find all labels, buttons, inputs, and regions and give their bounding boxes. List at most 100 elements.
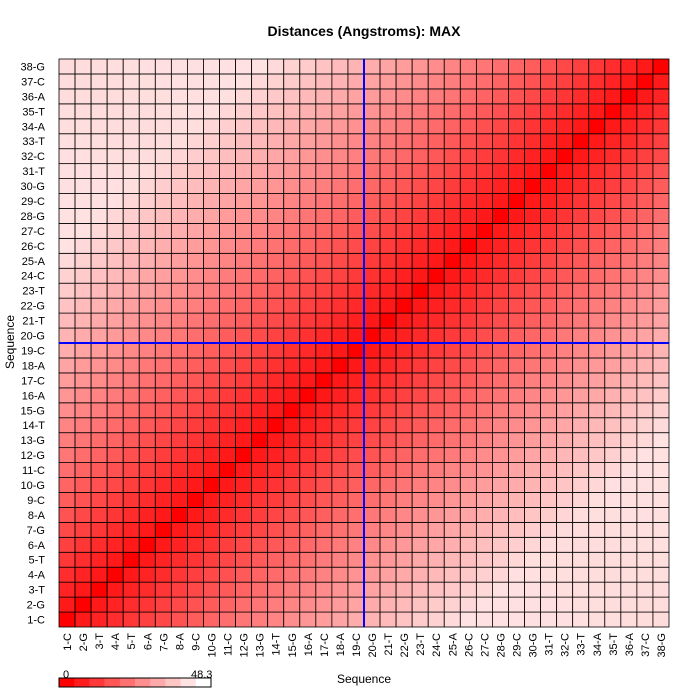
heatmap-cell [251, 581, 269, 598]
heatmap-cell [90, 312, 108, 329]
heatmap-cell [459, 596, 477, 613]
heatmap-cell [170, 566, 188, 583]
heatmap-cell [251, 462, 269, 478]
heatmap-cell [443, 193, 461, 209]
y-tick-label: 13-G [21, 435, 45, 447]
heatmap-cell [459, 551, 477, 568]
heatmap-cell [363, 58, 381, 75]
heatmap-cell [283, 297, 301, 314]
heatmap-cell [138, 521, 156, 538]
heatmap-cell [58, 581, 76, 598]
heatmap-cell [652, 312, 670, 329]
heatmap-cell [90, 581, 108, 598]
heatmap-cell [508, 163, 525, 179]
heatmap-cell [475, 327, 493, 344]
heatmap-cell [492, 492, 509, 508]
heatmap-cell [251, 477, 269, 493]
heatmap-cell [267, 521, 285, 538]
heatmap-cell [347, 536, 365, 553]
heatmap-cell [283, 447, 301, 463]
heatmap-cell [620, 88, 638, 105]
heatmap-cell [315, 611, 333, 628]
heatmap-cell [138, 193, 156, 209]
heatmap-cell [508, 372, 525, 389]
heatmap-cell [138, 252, 156, 269]
heatmap-cell [235, 223, 253, 239]
y-tick-label: 3-T [29, 585, 46, 597]
heatmap-cell [283, 507, 301, 523]
color-legend [58, 677, 212, 688]
heatmap-cell [154, 447, 172, 463]
heatmap-cell [620, 342, 638, 359]
heatmap-cell [138, 551, 156, 568]
heatmap-cell [347, 492, 365, 508]
heatmap-cell [427, 507, 445, 523]
heatmap-cell [299, 133, 317, 150]
heatmap-cell [540, 252, 558, 269]
heatmap-cell [492, 402, 509, 419]
heatmap-cell [251, 88, 269, 105]
heatmap-cell [540, 163, 558, 179]
heatmap-cell [427, 73, 445, 90]
heatmap-cell [58, 417, 76, 434]
heatmap-cell [251, 163, 269, 179]
heatmap-cell [411, 88, 429, 105]
heatmap-cell [524, 462, 541, 478]
heatmap-cell [315, 103, 333, 120]
heatmap-cell [540, 611, 558, 628]
heatmap-cell [524, 163, 541, 179]
heatmap-cell [106, 387, 124, 404]
heatmap-cell [170, 521, 188, 538]
heatmap-cell [524, 372, 541, 389]
heatmap-cell [251, 551, 269, 568]
heatmap-cell [170, 342, 188, 359]
heatmap-cell [524, 357, 541, 374]
heatmap-cell [395, 387, 413, 404]
heatmap-cell [556, 73, 574, 90]
heatmap-cell [443, 492, 461, 508]
heatmap-cell [459, 536, 477, 553]
heatmap-cell [395, 73, 413, 90]
heatmap-cell [90, 387, 108, 404]
heatmap-cell [90, 432, 108, 449]
heatmap-cell [524, 223, 541, 239]
heatmap-cell [58, 267, 76, 284]
heatmap-cell [219, 372, 236, 389]
heatmap-cell [492, 193, 509, 209]
heatmap-cell [74, 178, 92, 194]
heatmap-cell [219, 492, 236, 508]
heatmap-cell [604, 163, 622, 179]
heatmap-cell [363, 208, 381, 224]
heatmap-cell [58, 193, 76, 209]
heatmap-cell [235, 282, 253, 299]
x-tick-label: 25-A [447, 632, 459, 656]
heatmap-cell [299, 551, 317, 568]
heatmap-cell [58, 223, 76, 239]
heatmap-cell [604, 193, 622, 209]
heatmap-cell [395, 462, 413, 478]
heatmap-cell [170, 536, 188, 553]
heatmap-cell [363, 312, 381, 329]
heatmap-cell [475, 507, 493, 523]
heatmap-cell [187, 133, 204, 150]
heatmap-cell [652, 596, 670, 613]
heatmap-cell [652, 193, 670, 209]
heatmap-cell [620, 566, 638, 583]
heatmap-cell [604, 581, 622, 598]
heatmap-cell [572, 88, 590, 105]
heatmap-cell [58, 536, 76, 553]
heatmap-cell [122, 118, 140, 135]
heatmap-cell [203, 267, 220, 284]
heatmap-cell [235, 402, 253, 419]
heatmap-cell [492, 447, 509, 463]
heatmap-cell [556, 432, 574, 449]
heatmap-cell [540, 297, 558, 314]
x-tick-label: 4-A [110, 632, 122, 650]
heatmap-cell [475, 88, 493, 105]
heatmap-cell [267, 103, 285, 120]
heatmap-cell [524, 103, 541, 120]
heatmap-cell [331, 267, 349, 284]
heatmap-cell [347, 507, 365, 523]
heatmap-cell [106, 267, 124, 284]
heatmap-cell [636, 88, 654, 105]
